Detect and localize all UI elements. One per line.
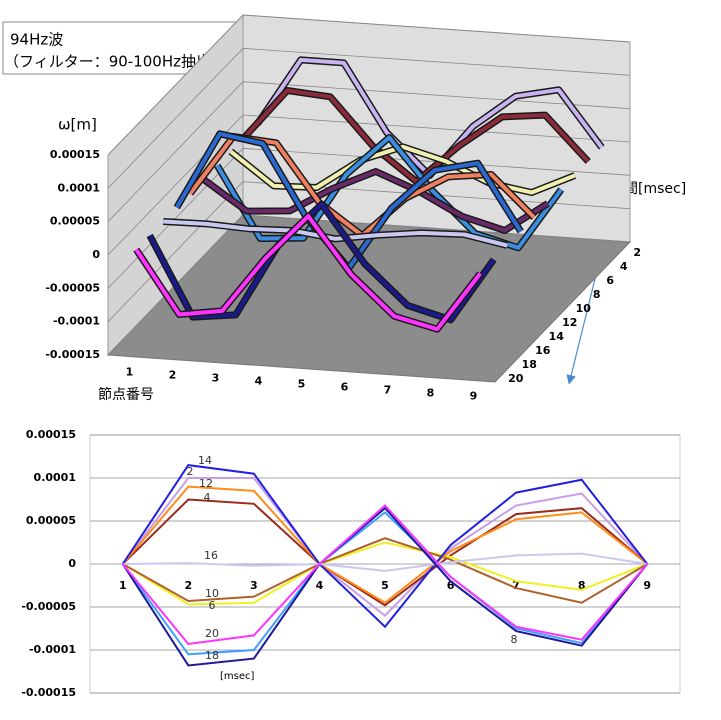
grid-line bbox=[107, 114, 631, 256]
x-tick-label: 6 bbox=[341, 381, 349, 394]
series-label: 4 bbox=[204, 491, 211, 504]
depth-tick-label: 2 bbox=[633, 246, 641, 259]
line bbox=[122, 537, 648, 604]
annotation: [msec] bbox=[220, 671, 255, 682]
y-tick-label: -0.0001 bbox=[29, 643, 76, 656]
y-tick-label: 0 bbox=[68, 557, 76, 570]
depth-tick-label: 4 bbox=[620, 260, 628, 273]
ribbon bbox=[163, 219, 508, 248]
x-tick-label: 6 bbox=[447, 579, 455, 592]
x-tick-label: 4 bbox=[255, 375, 263, 388]
x-tick-label: 1 bbox=[119, 579, 127, 592]
depth-tick-label: 14 bbox=[549, 330, 565, 343]
line bbox=[122, 498, 648, 607]
x-tick-label: 1 bbox=[126, 366, 134, 379]
y-tick-label: -0.00005 bbox=[21, 600, 76, 613]
line bbox=[121, 506, 649, 667]
y-tick-label: 0.0001 bbox=[34, 471, 76, 484]
depth-tick-label: 16 bbox=[535, 344, 551, 357]
x-tick-label: 5 bbox=[381, 579, 389, 592]
y-tick-label: -0.0001 bbox=[53, 315, 100, 328]
y-tick-label: 0 bbox=[92, 248, 100, 261]
line bbox=[121, 511, 648, 656]
ribbon bbox=[134, 214, 482, 332]
series-label: 2 bbox=[187, 465, 194, 478]
x-tick-label: 8 bbox=[578, 579, 586, 592]
y-axis-label: ω[m] bbox=[58, 116, 97, 134]
x-tick-label: 8 bbox=[427, 387, 435, 400]
y-tick-label: -0.00015 bbox=[21, 686, 76, 699]
ribbon bbox=[242, 88, 590, 184]
series-label: 20 bbox=[205, 627, 219, 640]
x-tick-label: 5 bbox=[298, 378, 306, 391]
grid-line bbox=[107, 81, 631, 222]
grid-line bbox=[107, 47, 631, 189]
series-label: 14 bbox=[198, 454, 212, 467]
x-tick-label: 7 bbox=[384, 384, 392, 397]
x-tick-label: 9 bbox=[643, 579, 651, 592]
y-tick-label: 0.0001 bbox=[58, 181, 100, 194]
depth-tick-label: 12 bbox=[562, 316, 577, 329]
y-tick-label: -0.00005 bbox=[45, 281, 100, 294]
series-label: 10 bbox=[205, 587, 219, 600]
x-tick-label: 2 bbox=[169, 369, 177, 382]
x-tick-label: 9 bbox=[470, 390, 478, 403]
series-label: 8 bbox=[511, 633, 518, 646]
y-tick-label: 0.00005 bbox=[50, 215, 100, 228]
chart-subtitle: （フィルター：90-100Hz抽出） bbox=[4, 53, 226, 71]
x-tick-label: 7 bbox=[512, 579, 520, 592]
depth-tick-label: 8 bbox=[593, 288, 601, 301]
depth-tick-label: 18 bbox=[522, 358, 537, 371]
y-tick-label: -0.00015 bbox=[45, 348, 100, 361]
x-tick-label: 3 bbox=[212, 372, 220, 385]
depth-tick-label: 6 bbox=[606, 274, 614, 287]
series-label: 6 bbox=[209, 599, 216, 612]
series-label: 18 bbox=[205, 649, 219, 662]
line bbox=[122, 485, 648, 604]
x-tick-label: 4 bbox=[316, 579, 324, 592]
y-tick-label: 0.00015 bbox=[50, 148, 100, 161]
ribbon bbox=[147, 202, 496, 322]
x-tick-label: 3 bbox=[250, 579, 258, 592]
x-tick-label: 2 bbox=[185, 579, 193, 592]
series-label: 16 bbox=[204, 549, 218, 562]
chart-title: 94Hz波 bbox=[10, 31, 63, 49]
depth-tick-label: 20 bbox=[508, 372, 524, 385]
ribbon bbox=[202, 169, 549, 233]
depth-tick-label: 10 bbox=[576, 302, 592, 315]
line bbox=[122, 552, 648, 572]
line bbox=[122, 504, 648, 646]
x-axis-label: 節点番号 bbox=[98, 386, 154, 403]
y-tick-label: 0.00015 bbox=[26, 428, 76, 441]
line bbox=[122, 541, 648, 606]
series-label: 12 bbox=[199, 477, 213, 490]
line bbox=[121, 464, 649, 629]
y-tick-label: 0.00005 bbox=[26, 514, 76, 527]
grid-line bbox=[107, 14, 631, 156]
line bbox=[121, 477, 648, 617]
